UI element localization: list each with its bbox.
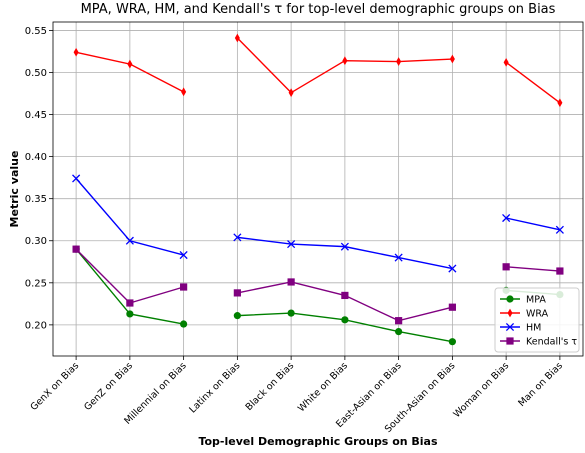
marker — [503, 57, 509, 67]
x-tick-label: GenX on Bias — [29, 360, 82, 413]
legend-label: Kendall's τ — [526, 337, 577, 348]
x-tick-label: Latinx on Bias — [187, 360, 242, 415]
y-tick-label: 0.40 — [25, 152, 47, 163]
marker — [287, 278, 295, 286]
y-axis-label: Metric value — [8, 151, 21, 228]
marker — [72, 245, 80, 253]
marker — [287, 240, 296, 249]
legend-label: HM — [526, 323, 541, 334]
marker — [395, 317, 403, 325]
y-tick-label: 0.35 — [25, 194, 47, 205]
marker — [448, 338, 456, 346]
marker — [72, 174, 81, 183]
marker — [502, 263, 510, 271]
marker — [449, 54, 455, 64]
marker — [180, 320, 188, 328]
marker — [342, 56, 348, 66]
marker — [73, 47, 79, 57]
marker — [126, 299, 134, 307]
y-tick-label: 0.20 — [25, 320, 47, 331]
marker — [127, 59, 133, 69]
marker — [180, 283, 188, 291]
marker — [234, 33, 240, 43]
legend: MPA WRA HM Kendall's τ — [494, 287, 580, 353]
marker — [556, 267, 564, 275]
marker — [288, 88, 294, 98]
marker — [395, 328, 403, 336]
legend-box — [494, 287, 580, 353]
y-tick-label: 0.55 — [25, 26, 47, 37]
marker — [448, 303, 456, 311]
chart-title: MPA, WRA, HM, and Kendall's τ for top-le… — [81, 2, 556, 17]
marker — [507, 308, 513, 318]
series-line — [75, 248, 560, 322]
series-line — [75, 178, 561, 270]
x-tick-label: Man on Bias — [516, 360, 565, 409]
marker — [340, 242, 349, 251]
legend-label: MPA — [526, 295, 546, 306]
marker — [287, 309, 295, 317]
x-tick-label: Black on Bias — [244, 360, 297, 413]
marker — [394, 253, 403, 262]
series-line — [75, 248, 560, 343]
legend-label: WRA — [526, 309, 549, 320]
y-tick-label: 0.30 — [25, 236, 47, 247]
marker — [233, 233, 242, 242]
marker — [506, 295, 514, 303]
plot-frame — [52, 21, 584, 357]
marker — [179, 250, 188, 260]
marker — [448, 264, 457, 273]
marker — [506, 337, 514, 345]
x-tick-label: GenZ on Bias — [82, 360, 135, 413]
x-tick-label: Woman on Bias — [451, 360, 511, 420]
x-tick-label: White on Bias — [296, 360, 350, 414]
y-tick-label: 0.25 — [25, 278, 47, 289]
marker — [341, 316, 349, 324]
marker — [181, 87, 187, 97]
x-axis-label: Top-level Demographic Groups on Bias — [198, 435, 438, 448]
marker — [125, 236, 134, 245]
marker — [233, 289, 241, 297]
marker — [233, 312, 241, 320]
marker — [341, 291, 349, 300]
y-tick-label: 0.45 — [25, 110, 47, 121]
marker — [396, 57, 402, 66]
marker — [557, 98, 563, 108]
marker — [555, 225, 564, 234]
marker — [505, 322, 515, 332]
marker — [126, 310, 134, 318]
series-line — [75, 37, 561, 104]
y-tick-label: 0.50 — [25, 68, 47, 79]
marker — [502, 213, 511, 223]
